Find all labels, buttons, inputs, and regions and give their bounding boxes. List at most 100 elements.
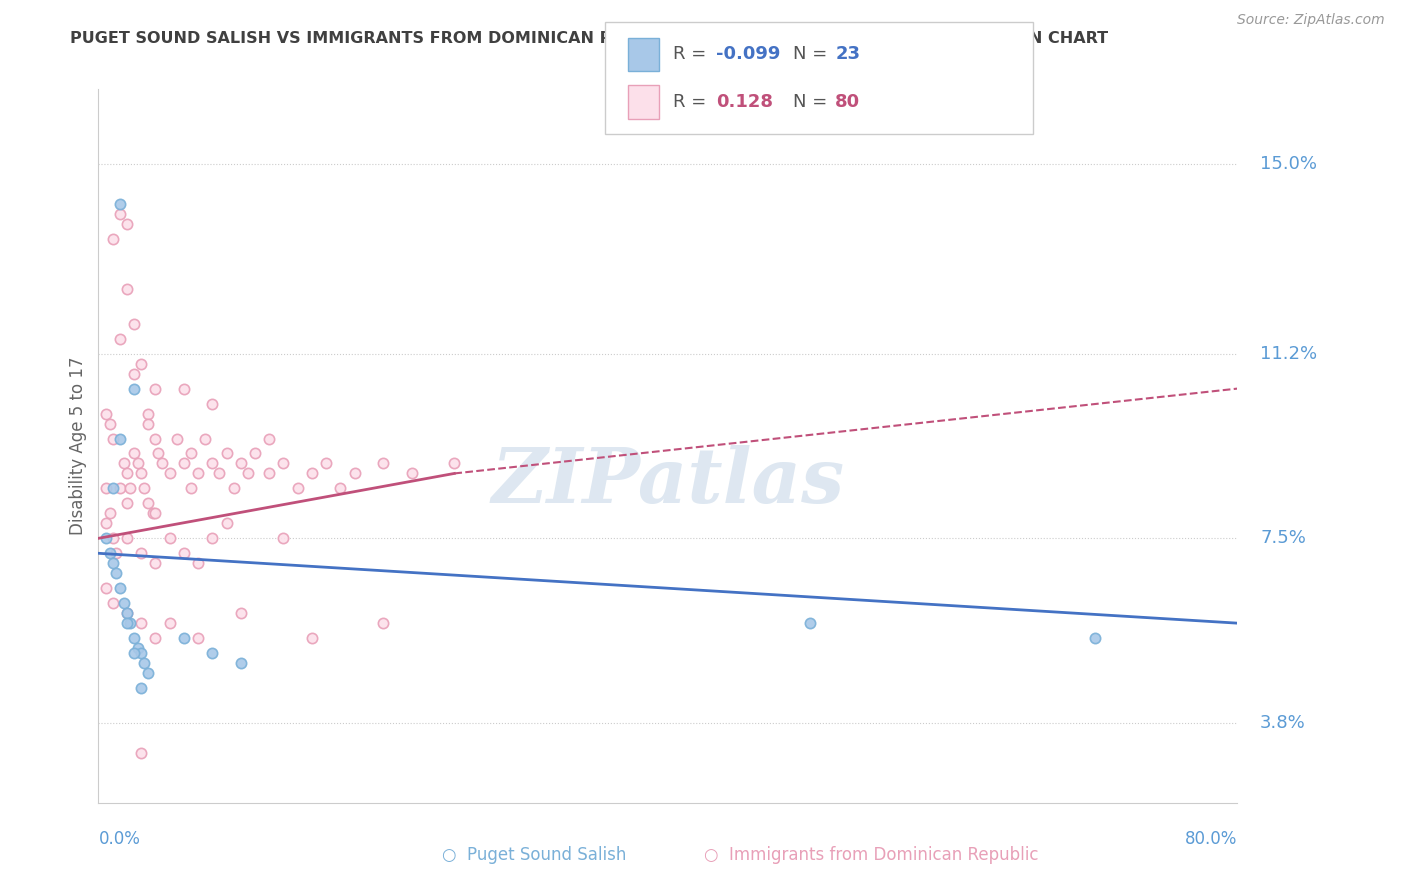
Text: PUGET SOUND SALISH VS IMMIGRANTS FROM DOMINICAN REPUBLIC DISABILITY AGE 5 TO 17 : PUGET SOUND SALISH VS IMMIGRANTS FROM DO… — [70, 31, 1108, 46]
Text: 7.5%: 7.5% — [1260, 529, 1306, 548]
Text: N =: N = — [793, 93, 832, 111]
Point — [215, 516, 238, 531]
Point — [108, 332, 131, 346]
Point — [287, 482, 309, 496]
Point — [101, 232, 124, 246]
Text: Source: ZipAtlas.com: Source: ZipAtlas.com — [1237, 13, 1385, 28]
Point — [201, 646, 224, 660]
Point — [152, 457, 174, 471]
Point — [259, 467, 281, 481]
Text: 15.0%: 15.0% — [1260, 155, 1317, 173]
Point — [259, 432, 281, 446]
Point — [94, 482, 117, 496]
Point — [94, 516, 117, 531]
Point — [201, 396, 224, 410]
Y-axis label: Disability Age 5 to 17: Disability Age 5 to 17 — [69, 357, 87, 535]
Point — [115, 616, 138, 631]
Point — [273, 531, 295, 545]
Point — [129, 746, 152, 760]
Point — [122, 382, 145, 396]
Text: 80.0%: 80.0% — [1185, 830, 1237, 848]
Text: -0.099: -0.099 — [716, 45, 780, 63]
Point — [136, 417, 159, 431]
Point — [145, 432, 167, 446]
Point — [94, 531, 117, 545]
Point — [159, 531, 181, 545]
Point — [101, 596, 124, 610]
Point — [108, 581, 131, 595]
Point — [101, 531, 124, 545]
Point — [115, 217, 138, 231]
Point — [127, 641, 149, 656]
Point — [315, 457, 337, 471]
Text: 0.0%: 0.0% — [98, 830, 141, 848]
Point — [148, 446, 170, 460]
Point — [118, 616, 141, 631]
Point — [115, 282, 138, 296]
Text: 0.128: 0.128 — [716, 93, 773, 111]
Point — [180, 446, 202, 460]
Point — [101, 432, 124, 446]
Point — [371, 616, 394, 631]
Point — [371, 457, 394, 471]
Point — [129, 546, 152, 560]
Point — [115, 531, 138, 545]
Point — [115, 496, 138, 510]
Text: ○  Immigrants from Dominican Republic: ○ Immigrants from Dominican Republic — [704, 846, 1039, 863]
Point — [187, 467, 209, 481]
Point — [301, 467, 323, 481]
Point — [129, 467, 152, 481]
Point — [145, 556, 167, 570]
Point — [180, 482, 202, 496]
Point — [141, 507, 163, 521]
Point — [98, 546, 121, 560]
Point — [301, 631, 323, 645]
Point — [115, 606, 138, 620]
Text: 80: 80 — [835, 93, 860, 111]
Point — [187, 556, 209, 570]
Point — [187, 631, 209, 645]
Point — [98, 507, 121, 521]
Point — [112, 596, 135, 610]
Point — [145, 631, 167, 645]
Point — [329, 482, 352, 496]
Point — [173, 457, 195, 471]
Point — [145, 507, 167, 521]
Point — [229, 457, 252, 471]
Point — [194, 432, 217, 446]
Point — [98, 417, 121, 431]
Point — [215, 446, 238, 460]
Point — [132, 482, 155, 496]
Point — [136, 496, 159, 510]
Point — [401, 467, 423, 481]
Point — [115, 467, 138, 481]
Point — [443, 457, 465, 471]
Point — [129, 616, 152, 631]
Point — [129, 357, 152, 371]
Text: N =: N = — [793, 45, 832, 63]
Point — [108, 207, 131, 221]
Point — [343, 467, 366, 481]
Text: 3.8%: 3.8% — [1260, 714, 1306, 732]
Point — [173, 382, 195, 396]
Point — [127, 457, 149, 471]
Point — [108, 432, 131, 446]
Point — [222, 482, 245, 496]
Point — [112, 457, 135, 471]
Point — [94, 581, 117, 595]
Point — [122, 367, 145, 381]
Point — [129, 681, 152, 695]
Point — [122, 646, 145, 660]
Point — [122, 317, 145, 331]
Text: ○  Puget Sound Salish: ○ Puget Sound Salish — [441, 846, 627, 863]
Point — [122, 446, 145, 460]
Point — [208, 467, 231, 481]
Text: R =: R = — [673, 93, 713, 111]
Point — [201, 531, 224, 545]
Point — [173, 631, 195, 645]
Point — [273, 457, 295, 471]
Point — [136, 666, 159, 681]
Text: ZIPatlas: ZIPatlas — [491, 445, 845, 518]
Point — [118, 482, 141, 496]
Text: 11.2%: 11.2% — [1260, 344, 1317, 363]
